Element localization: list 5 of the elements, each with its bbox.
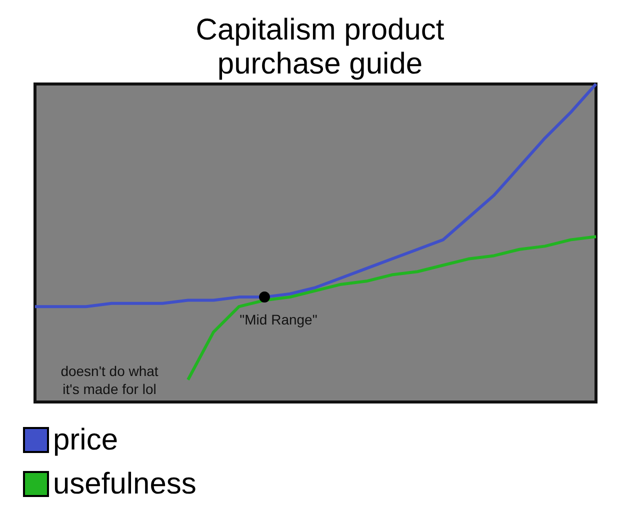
legend-label: price [53, 424, 118, 456]
legend-label: usefulness [53, 468, 196, 500]
annotation: "Mid Range" [240, 312, 318, 328]
chart-title: Capitalism product purchase guide [196, 14, 445, 80]
annotation: doesn't do what it's made for lol [60, 363, 158, 397]
